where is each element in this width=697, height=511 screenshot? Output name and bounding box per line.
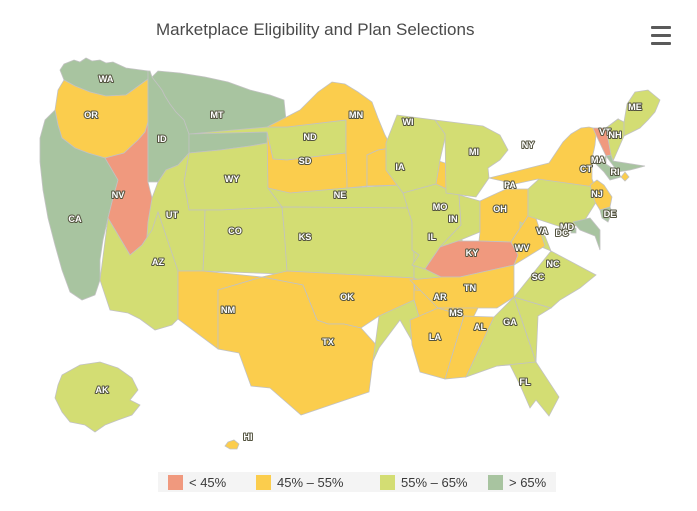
- svg-text:NC: NC: [546, 259, 560, 269]
- svg-text:IN: IN: [448, 214, 458, 224]
- svg-text:KS: KS: [299, 232, 312, 242]
- svg-text:NJ: NJ: [591, 189, 603, 199]
- svg-text:TN: TN: [464, 283, 477, 293]
- svg-text:IA: IA: [395, 162, 405, 172]
- svg-text:NM: NM: [221, 305, 236, 315]
- svg-text:CT: CT: [580, 164, 593, 174]
- svg-text:AZ: AZ: [152, 257, 165, 267]
- svg-text:NV: NV: [112, 190, 126, 200]
- svg-text:NY: NY: [522, 140, 535, 150]
- svg-text:DE: DE: [604, 209, 617, 219]
- svg-text:MN: MN: [349, 110, 364, 120]
- svg-text:NH: NH: [608, 130, 622, 140]
- svg-text:IL: IL: [428, 232, 437, 242]
- svg-text:CA: CA: [68, 214, 82, 224]
- svg-text:ID: ID: [157, 134, 167, 144]
- svg-text:NE: NE: [334, 190, 347, 200]
- svg-text:WY: WY: [225, 174, 240, 184]
- svg-text:MI: MI: [469, 147, 479, 157]
- svg-text:FL: FL: [519, 377, 531, 387]
- svg-text:MA: MA: [591, 155, 606, 165]
- svg-text:MS: MS: [449, 308, 463, 318]
- svg-text:PA: PA: [504, 180, 516, 190]
- svg-text:SC: SC: [532, 272, 545, 282]
- svg-text:CO: CO: [228, 226, 242, 236]
- svg-text:ME: ME: [628, 102, 642, 112]
- svg-text:AL: AL: [474, 322, 487, 332]
- svg-text:HI: HI: [243, 432, 252, 442]
- svg-text:DC: DC: [555, 228, 569, 238]
- svg-text:TX: TX: [322, 337, 335, 347]
- svg-text:AK: AK: [95, 385, 109, 395]
- svg-text:AR: AR: [433, 292, 447, 302]
- svg-text:VA: VA: [536, 226, 548, 236]
- svg-text:WV: WV: [515, 243, 531, 253]
- svg-text:ND: ND: [303, 132, 317, 142]
- svg-text:MT: MT: [210, 110, 224, 120]
- svg-text:KY: KY: [466, 248, 479, 258]
- svg-text:WA: WA: [99, 74, 114, 84]
- svg-text:LA: LA: [429, 332, 442, 342]
- svg-text:MO: MO: [433, 202, 448, 212]
- svg-text:RI: RI: [610, 167, 619, 177]
- svg-text:UT: UT: [166, 210, 179, 220]
- svg-text:GA: GA: [503, 317, 517, 327]
- svg-text:WI: WI: [402, 117, 413, 127]
- svg-text:OH: OH: [493, 204, 507, 214]
- svg-text:SD: SD: [299, 156, 312, 166]
- svg-text:OR: OR: [84, 110, 98, 120]
- svg-text:OK: OK: [340, 292, 354, 302]
